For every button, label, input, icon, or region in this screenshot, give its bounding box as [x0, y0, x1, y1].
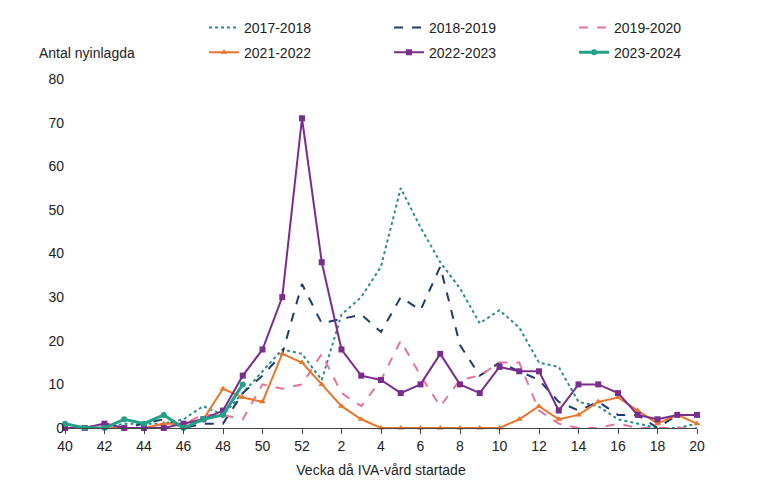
svg-text:16: 16 — [610, 438, 626, 454]
svg-text:12: 12 — [531, 438, 547, 454]
svg-text:2017-2018: 2017-2018 — [244, 20, 311, 36]
svg-text:60: 60 — [48, 158, 64, 174]
svg-text:6: 6 — [417, 438, 425, 454]
svg-text:44: 44 — [136, 438, 152, 454]
svg-text:4: 4 — [377, 438, 385, 454]
svg-text:Vecka då IVA-vård startade: Vecka då IVA-vård startade — [296, 462, 466, 478]
svg-text:46: 46 — [176, 438, 192, 454]
svg-text:8: 8 — [456, 438, 464, 454]
svg-text:2: 2 — [338, 438, 346, 454]
svg-text:42: 42 — [97, 438, 113, 454]
svg-text:70: 70 — [48, 115, 64, 131]
svg-text:14: 14 — [571, 438, 587, 454]
svg-text:2018-2019: 2018-2019 — [429, 20, 496, 36]
svg-text:10: 10 — [48, 376, 64, 392]
svg-text:52: 52 — [294, 438, 310, 454]
svg-text:50: 50 — [255, 438, 271, 454]
svg-text:10: 10 — [492, 438, 508, 454]
svg-text:50: 50 — [48, 202, 64, 218]
svg-text:2021-2022: 2021-2022 — [244, 45, 311, 61]
svg-text:2019-2020: 2019-2020 — [614, 20, 681, 36]
svg-text:30: 30 — [48, 289, 64, 305]
svg-text:40: 40 — [48, 245, 64, 261]
svg-text:40: 40 — [57, 438, 73, 454]
svg-text:20: 20 — [689, 438, 705, 454]
svg-text:0: 0 — [56, 420, 64, 436]
svg-text:80: 80 — [48, 71, 64, 87]
svg-text:2023-2024: 2023-2024 — [614, 45, 681, 61]
svg-text:2022-2023: 2022-2023 — [429, 45, 496, 61]
svg-text:Antal nyinlagda: Antal nyinlagda — [39, 45, 135, 61]
svg-text:48: 48 — [215, 438, 231, 454]
svg-text:18: 18 — [650, 438, 666, 454]
svg-text:20: 20 — [48, 333, 64, 349]
